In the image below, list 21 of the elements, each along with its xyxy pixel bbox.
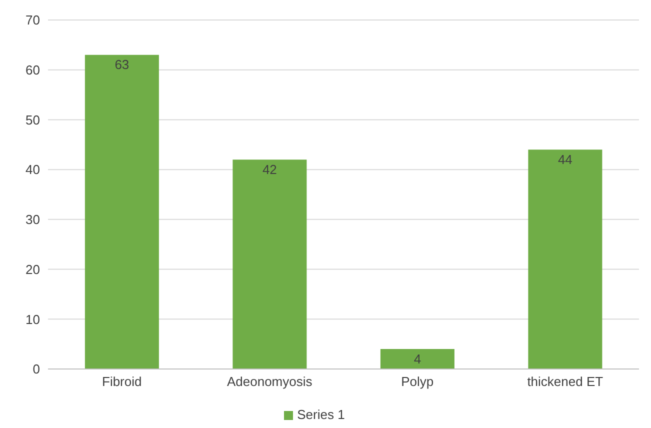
y-tick-label: 0 <box>32 362 40 377</box>
x-tick-label: thickened ET <box>527 374 604 390</box>
data-label: 4 <box>414 351 422 366</box>
y-tick-label: 10 <box>26 312 40 327</box>
bar <box>380 349 454 369</box>
data-label: 63 <box>114 57 130 72</box>
legend-label: Series 1 <box>297 407 345 422</box>
bar <box>84 54 159 369</box>
y-tick-label: 50 <box>26 112 40 128</box>
bar <box>232 160 307 369</box>
data-label: 44 <box>558 152 572 167</box>
y-tick-label: 40 <box>26 162 40 178</box>
x-tick-label: Fibroid <box>102 374 142 390</box>
y-tick-label: 70 <box>26 12 40 28</box>
x-tick-label: Polyp <box>401 374 434 390</box>
y-tick-label: 60 <box>26 62 40 78</box>
x-tick-label: Adeonomyosis <box>226 374 313 390</box>
y-tick-label: 30 <box>26 212 40 228</box>
data-label: 42 <box>262 162 277 177</box>
y-tick-label: 20 <box>26 262 40 277</box>
bar <box>528 150 602 369</box>
